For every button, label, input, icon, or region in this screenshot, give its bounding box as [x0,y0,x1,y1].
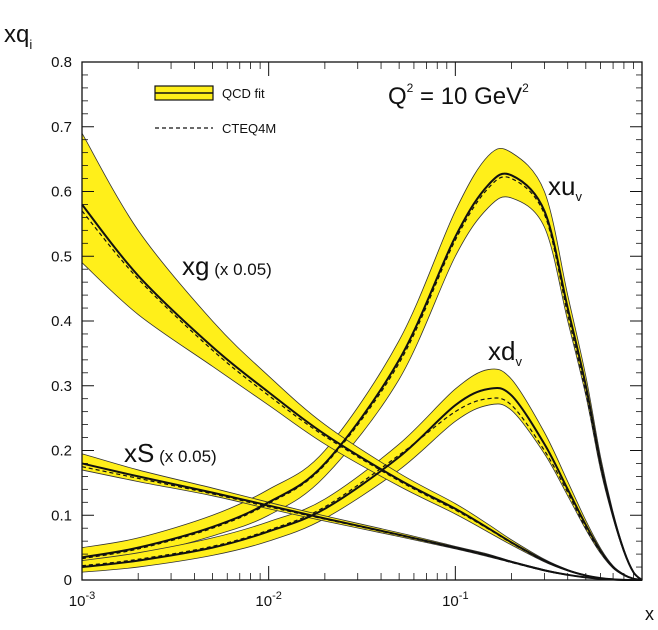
y-tick-label: 0 [64,572,72,589]
x-tick-label: 10-3 [69,590,95,610]
legend: QCD fit CTEQ4M [154,85,276,136]
y-axis-title: xqi [4,21,32,52]
xu-v-error-band [81,147,643,581]
y-tick-label: 0.2 [51,443,72,460]
axes-layer: 0 0.1 0.2 0.3 0.4 0.5 0.6 0.7 0.8 10-3 10-2 10-1 [51,54,643,610]
q2-annotation: Q2 = 10 GeV2 [388,81,529,110]
y-tick-label: 0.7 [51,119,72,136]
y-tick-label: 0.1 [51,507,72,524]
y-tick-label: 0.5 [51,248,72,265]
x-tick-label: 10-2 [255,590,281,610]
q2-sup: 2 [407,81,414,95]
legend-label-cteq4m: CTEQ4M [222,121,276,136]
x-axis-title: x [645,604,654,624]
y-axis-title-sub: i [29,37,32,52]
q2-sup2: 2 [522,81,529,95]
y-tick-label: 0.4 [51,313,72,330]
xu-v-label: xuv [548,171,582,204]
y-tick-label: 0.6 [51,184,72,201]
q2-main: Q [388,83,407,110]
y-tick-label: 0.8 [51,54,72,71]
q2-rest: = 10 GeV [413,83,522,110]
x-tick-label: 10-1 [442,590,468,610]
xs-label: xS (x 0.05) [124,438,217,468]
y-axis-title-main: xq [4,21,29,48]
xd-v-label: xdv [488,336,522,369]
xd-v-cteq4m-line [81,397,643,581]
xg-label: xg (x 0.05) [182,251,272,281]
legend-label-qcd-fit: QCD fit [222,86,265,101]
xu-v-cteq4m-line [81,176,643,581]
y-tick-label: 0.3 [51,378,72,395]
series-labels: xuv xdv xg (x 0.05) xS (x 0.05) [124,171,582,468]
xu-v-qcd-fit-line [81,172,643,581]
